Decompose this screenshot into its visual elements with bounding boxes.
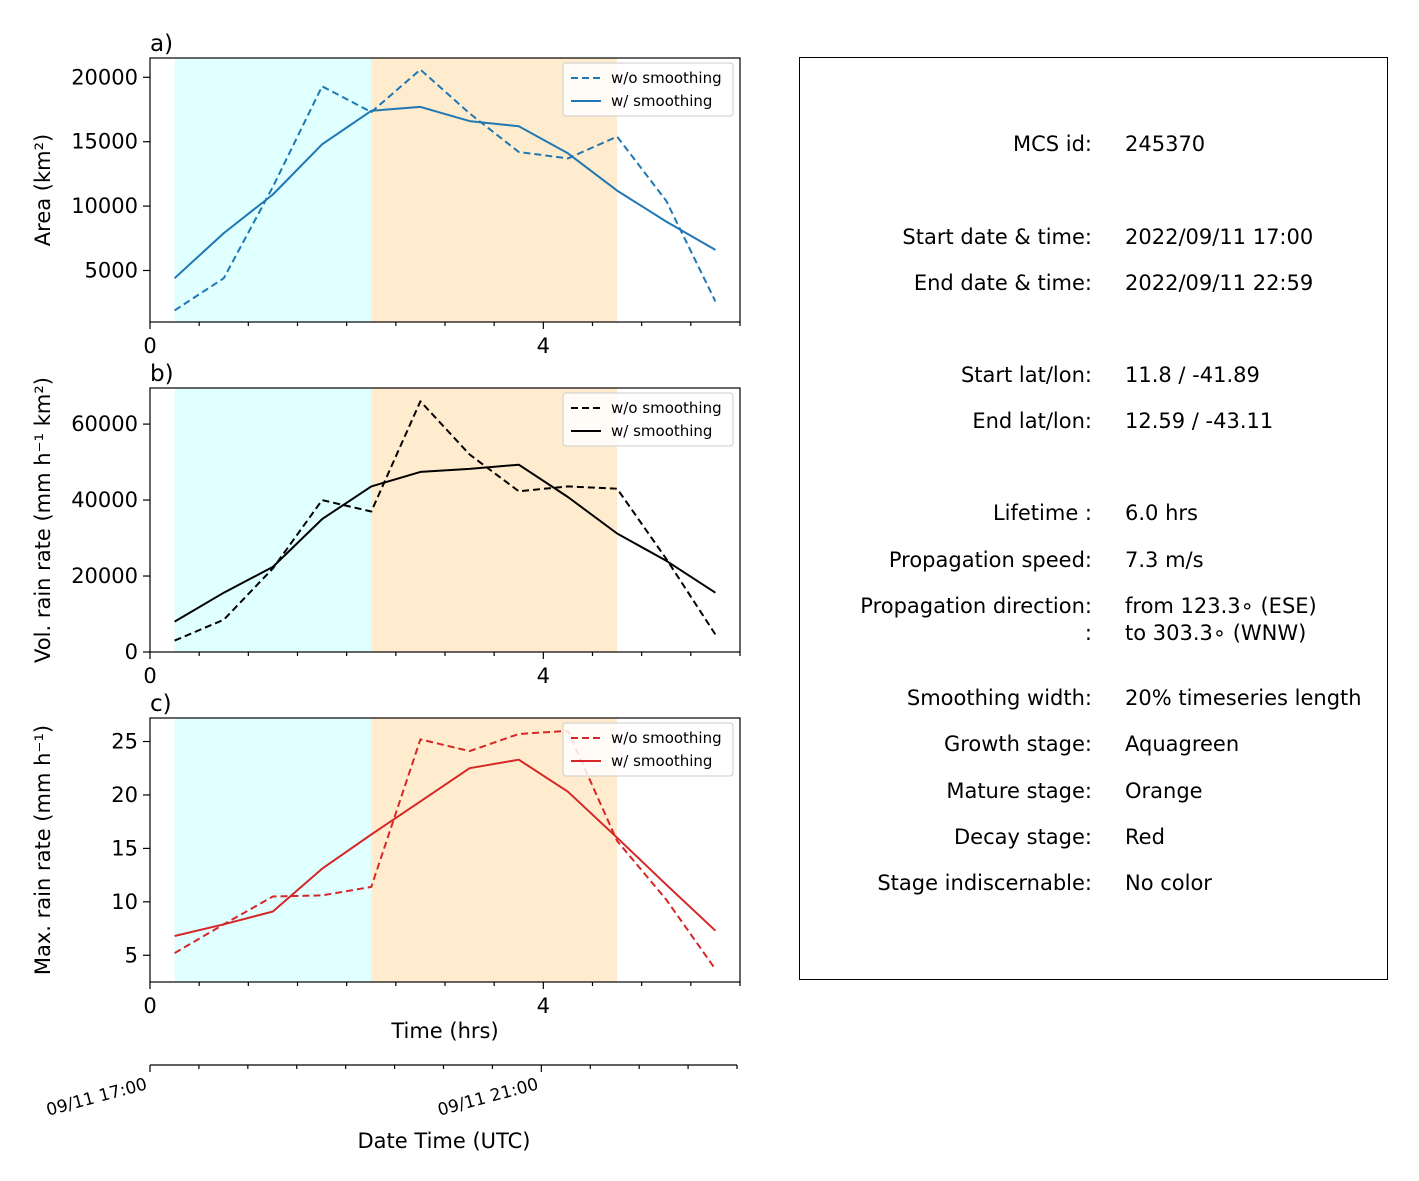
y-tick-label: 0	[125, 640, 138, 664]
info-value: No color	[1125, 871, 1212, 895]
series-line-unsmoothed	[174, 400, 717, 642]
series-line-smoothed	[174, 758, 717, 937]
date-axis: 09/11 17:00 09/11 21:00 Date Time (UTC)	[44, 1064, 738, 1153]
info-value: 6.0 hrs	[1125, 501, 1198, 525]
y-tick-label: 20000	[71, 65, 138, 89]
panel-label: a)	[150, 31, 173, 57]
info-label: MCS id:	[1012, 132, 1092, 156]
panel-a: 0 4 5000 10000 15000 20000 a) Area (km²) w/o smo…	[31, 31, 741, 358]
info-label: End date & time:	[913, 271, 1092, 295]
info-label: Propagation speed:	[888, 548, 1092, 572]
y-tick-label: 5	[125, 943, 138, 967]
y-tick-label: 15000	[71, 130, 138, 154]
stage-band-growth	[174, 388, 372, 652]
legend-label: w/ smoothing	[611, 92, 712, 110]
date-tick-label: 09/11 17:00	[44, 1075, 149, 1121]
date-tick-label: 09/11 21:00	[436, 1075, 541, 1121]
panel-c: 0 4 5 10 15 20 25 c) Max. rain rate (mm h⁻¹) Time…	[31, 691, 741, 1043]
x-axis-label: Time (hrs)	[390, 1019, 498, 1043]
legend-label: w/ smoothing	[611, 752, 712, 770]
y-tick-label: 20	[111, 783, 138, 807]
y-tick-label: 60000	[71, 412, 138, 436]
info-label: Propagation direction:	[860, 594, 1092, 618]
info-value: from 123.3∘ (ESE)	[1125, 594, 1317, 618]
y-tick-label: 5000	[85, 258, 138, 282]
info-value: Red	[1125, 825, 1165, 849]
info-value: Orange	[1125, 779, 1203, 803]
y-tick-label: 15	[111, 836, 138, 860]
info-label: Stage indiscernable:	[877, 871, 1092, 895]
info-label: Start lat/lon:	[960, 363, 1092, 387]
y-axis-label: Vol. rain rate (mm h⁻¹ km²)	[31, 377, 55, 663]
legend: w/o smoothing w/ smoothing	[562, 392, 734, 447]
x-tick-label: 0	[143, 664, 156, 688]
panel-label: c)	[150, 691, 172, 717]
panel-label: b)	[150, 361, 174, 387]
legend: w/o smoothing w/ smoothing	[562, 62, 734, 117]
info-value: 20% timeseries length	[1125, 686, 1362, 710]
info-label: Lifetime :	[992, 501, 1092, 525]
series-line-unsmoothed	[174, 729, 717, 970]
legend-label: w/o smoothing	[611, 399, 722, 417]
stage-band-growth	[174, 718, 372, 982]
y-tick-label: 20000	[71, 564, 138, 588]
info-value: 7.3 m/s	[1125, 548, 1204, 572]
info-label: Smoothing width:	[906, 686, 1092, 710]
info-value: 2022/09/11 22:59	[1125, 271, 1314, 295]
info-label: Decay stage:	[954, 825, 1092, 849]
mcs-info-panel: MCS id: 245370 Start date & time: 2022/0…	[799, 57, 1388, 980]
legend-label: w/ smoothing	[611, 422, 712, 440]
x-tick-label: 0	[143, 994, 156, 1018]
info-label: End lat/lon:	[972, 409, 1092, 433]
info-value: 11.8 / -41.89	[1125, 363, 1260, 387]
x-tick-label: 0	[143, 334, 156, 358]
info-value: to 303.3∘ (WNW)	[1125, 621, 1307, 645]
y-tick-label: 25	[111, 730, 138, 754]
panel-b: 0 4 0 20000 40000 60000 b) Vol. rain rate (mm h…	[31, 361, 741, 688]
info-label: Mature stage:	[946, 779, 1092, 803]
legend-label: w/o smoothing	[611, 69, 722, 87]
info-value: 245370	[1125, 132, 1206, 156]
legend-box	[562, 62, 734, 117]
y-tick-label: 10000	[71, 194, 138, 218]
date-axis-label: Date Time (UTC)	[358, 1129, 531, 1153]
info-label: Start date & time:	[902, 225, 1092, 249]
legend-box	[562, 392, 734, 447]
x-tick-label: 4	[537, 664, 550, 688]
series-line-smoothed	[174, 463, 716, 623]
y-axis-label: Area (km²)	[31, 134, 55, 246]
legend-box	[562, 722, 734, 777]
info-value: Aquagreen	[1125, 732, 1240, 756]
info-value: 12.59 / -43.11	[1125, 409, 1274, 433]
x-tick-label: 4	[537, 994, 550, 1018]
info-label: :	[1084, 621, 1092, 645]
info-label: Growth stage:	[943, 732, 1092, 756]
y-tick-label: 40000	[71, 488, 138, 512]
legend-label: w/o smoothing	[611, 729, 722, 747]
stage-band-growth	[174, 58, 372, 322]
y-axis-label: Max. rain rate (mm h⁻¹)	[31, 725, 55, 975]
legend: w/o smoothing w/ smoothing	[562, 722, 734, 777]
info-value: 2022/09/11 17:00	[1125, 225, 1314, 249]
x-tick-label: 4	[537, 334, 550, 358]
y-tick-label: 10	[111, 890, 138, 914]
series-line-smoothed	[173, 105, 716, 279]
